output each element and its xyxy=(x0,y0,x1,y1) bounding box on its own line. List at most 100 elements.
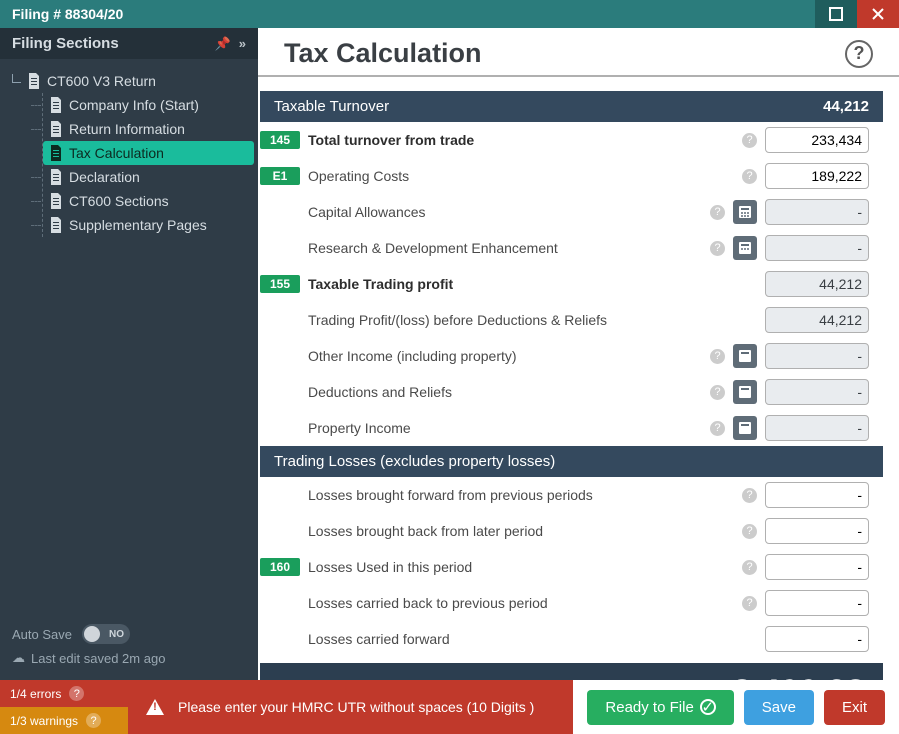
nav-label: Tax Calculation xyxy=(69,145,164,161)
tree-root[interactable]: CT600 V3 Return xyxy=(12,69,254,93)
input-losses-forward-prev[interactable] xyxy=(765,482,869,508)
document-icon xyxy=(49,121,63,137)
nav-label: Supplementary Pages xyxy=(69,217,207,233)
box-155: 155 xyxy=(260,275,300,293)
calculator-button[interactable] xyxy=(733,200,757,224)
pin-icon[interactable]: 📌 xyxy=(215,36,231,52)
document-icon xyxy=(49,193,63,209)
input-taxable-profit xyxy=(765,271,869,297)
btn-label: Ready to File xyxy=(605,699,693,716)
expand-icon[interactable]: » xyxy=(239,36,246,51)
tree-root-label: CT600 V3 Return xyxy=(47,73,156,89)
nav-declaration[interactable]: Declaration xyxy=(43,165,254,189)
row-label: Losses carried back to previous period xyxy=(308,595,732,611)
last-edit-text: Last edit saved 2m ago xyxy=(31,651,165,666)
input-total-turnover[interactable] xyxy=(765,127,869,153)
nav-tax-calculation[interactable]: Tax Calculation xyxy=(43,141,254,165)
help-icon[interactable]: ? xyxy=(742,488,757,503)
check-icon: ✓ xyxy=(700,699,716,715)
nav-return-info[interactable]: Return Information xyxy=(43,117,254,141)
nav-label: Return Information xyxy=(69,121,185,137)
sidebar: Filing Sections 📌 » CT600 V3 Return Comp… xyxy=(0,28,258,680)
row-label: Total turnover from trade xyxy=(308,132,732,148)
save-button[interactable]: Save xyxy=(744,690,814,725)
row-label: Losses Used in this period xyxy=(308,559,732,575)
input-capital-allowances xyxy=(765,199,869,225)
input-losses-carried-back[interactable] xyxy=(765,590,869,616)
warnings-text: 1/3 warnings xyxy=(10,714,78,728)
toggle-state: NO xyxy=(109,629,124,640)
nav-tree: CT600 V3 Return Company Info (Start) Ret… xyxy=(0,59,258,614)
section-trading-losses: Trading Losses (excludes property losses… xyxy=(260,446,883,477)
document-icon xyxy=(49,169,63,185)
input-trading-profit-before xyxy=(765,307,869,333)
filing-title: Filing # 88304/20 xyxy=(12,6,123,22)
box-145: 145 xyxy=(260,131,300,149)
help-icon[interactable]: ? xyxy=(742,524,757,539)
box-160: 160 xyxy=(260,558,300,576)
document-icon xyxy=(49,145,63,161)
row-label: Trading Profit/(loss) before Deductions … xyxy=(308,312,757,328)
input-losses-carried-fwd[interactable] xyxy=(765,626,869,652)
document-icon xyxy=(49,97,63,113)
input-operating-costs[interactable] xyxy=(765,163,869,189)
total-value: 8,400.28 xyxy=(733,673,865,680)
calculator-button[interactable] xyxy=(733,344,757,368)
sidebar-footer: Auto Save NO ☁ Last edit saved 2m ago xyxy=(0,614,258,680)
calculator-button[interactable] xyxy=(733,380,757,404)
warnings-badge[interactable]: 1/3 warnings ? xyxy=(0,707,128,734)
calculator-button[interactable] xyxy=(733,236,757,260)
help-icon[interactable]: ? xyxy=(710,205,725,220)
errors-text: 1/4 errors xyxy=(10,687,61,701)
row-label: Research & Development Enhancement xyxy=(308,240,700,256)
help-button[interactable]: ? xyxy=(845,40,873,68)
help-icon[interactable]: ? xyxy=(742,596,757,611)
exit-button[interactable]: Exit xyxy=(824,690,885,725)
total-bar: Total payable Corporation Tax (£) 8,400.… xyxy=(260,663,883,680)
autosave-label: Auto Save xyxy=(12,627,72,642)
ready-to-file-button[interactable]: Ready to File ✓ xyxy=(587,690,733,725)
calculator-button[interactable] xyxy=(733,416,757,440)
input-rd-enhancement xyxy=(765,235,869,261)
row-label: Deductions and Reliefs xyxy=(308,384,700,400)
btn-label: Save xyxy=(762,699,796,716)
help-icon[interactable]: ? xyxy=(710,421,725,436)
alert-panel: Please enter your HMRC UTR without space… xyxy=(128,680,573,734)
warning-icon xyxy=(146,699,164,715)
input-property-income xyxy=(765,415,869,441)
btn-label: Exit xyxy=(842,699,867,716)
maximize-button[interactable] xyxy=(815,0,857,28)
input-losses-used[interactable] xyxy=(765,554,869,580)
document-icon xyxy=(49,217,63,233)
page-title: Tax Calculation xyxy=(284,38,845,69)
alert-text: Please enter your HMRC UTR without space… xyxy=(178,699,534,715)
autosave-toggle[interactable]: NO xyxy=(82,624,130,644)
nav-supplementary[interactable]: Supplementary Pages xyxy=(43,213,254,237)
row-label: Losses brought back from later period xyxy=(308,523,732,539)
row-label: Capital Allowances xyxy=(308,204,700,220)
nav-ct600-sections[interactable]: CT600 Sections xyxy=(43,189,254,213)
row-label: Losses brought forward from previous per… xyxy=(308,487,732,503)
help-icon[interactable]: ? xyxy=(742,560,757,575)
help-icon[interactable]: ? xyxy=(710,349,725,364)
close-button[interactable] xyxy=(857,0,899,28)
sidebar-title: Filing Sections xyxy=(12,35,119,52)
input-deductions-reliefs xyxy=(765,379,869,405)
help-icon[interactable]: ? xyxy=(742,169,757,184)
titlebar: Filing # 88304/20 xyxy=(0,0,899,28)
errors-badge[interactable]: 1/4 errors ? xyxy=(0,680,128,707)
help-icon[interactable]: ? xyxy=(710,241,725,256)
content-panel: Tax Calculation ? Taxable Turnover 44,21… xyxy=(258,28,899,680)
nav-company-info[interactable]: Company Info (Start) xyxy=(43,93,254,117)
help-icon[interactable]: ? xyxy=(742,133,757,148)
input-other-income xyxy=(765,343,869,369)
row-label: Losses carried forward xyxy=(308,631,757,647)
help-icon[interactable]: ? xyxy=(69,686,84,701)
nav-label: CT600 Sections xyxy=(69,193,169,209)
help-icon[interactable]: ? xyxy=(710,385,725,400)
section-taxable-turnover: Taxable Turnover 44,212 xyxy=(260,91,883,122)
help-icon[interactable]: ? xyxy=(86,713,101,728)
box-e1: E1 xyxy=(260,167,300,185)
nav-label: Declaration xyxy=(69,169,140,185)
input-losses-back-later[interactable] xyxy=(765,518,869,544)
